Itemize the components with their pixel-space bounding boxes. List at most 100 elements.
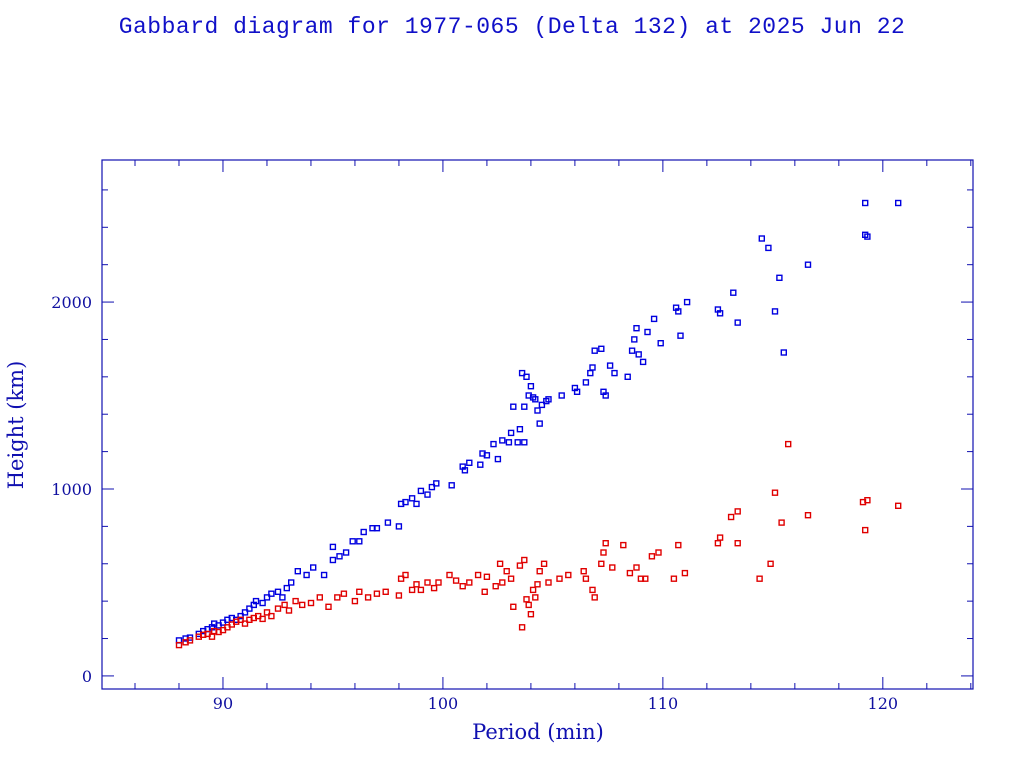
perigee-point	[356, 588, 363, 595]
apogee-point	[241, 609, 249, 616]
apogee-point	[510, 403, 517, 410]
perigee-point	[767, 560, 774, 567]
apogee-point	[336, 553, 343, 560]
perigee-point	[626, 569, 634, 577]
perigee-point	[334, 594, 341, 601]
apogee-point	[329, 556, 337, 564]
apogee-point	[413, 500, 420, 508]
apogee-point	[349, 538, 356, 545]
apogee-point	[279, 594, 286, 601]
apogee-point	[534, 407, 541, 414]
perigee-point	[435, 579, 442, 586]
apogee-point	[758, 235, 765, 242]
perigee-point	[655, 549, 662, 556]
apogee-point	[765, 244, 772, 252]
apogee-point	[675, 308, 682, 315]
apogee-point	[283, 584, 290, 592]
perigee-point	[525, 601, 532, 609]
perigee-point	[402, 571, 409, 579]
apogee-point	[395, 523, 403, 530]
perigee-point	[340, 590, 348, 597]
chart-title: Gabbard diagram for 1977-065 (Delta 132)…	[118, 14, 906, 40]
perigee-point	[714, 540, 722, 547]
perigee-point	[864, 497, 871, 504]
apogee-point	[360, 528, 367, 536]
apogee-point	[373, 525, 381, 532]
apogee-point	[624, 373, 631, 380]
apogee-point	[683, 298, 691, 306]
perigee-point	[499, 579, 506, 586]
perigee-point	[734, 508, 741, 515]
perigee-point	[785, 440, 792, 448]
perigee-point	[600, 549, 607, 556]
perigee-point	[523, 596, 530, 603]
perigee-point	[452, 577, 460, 584]
apogee-point	[573, 388, 581, 395]
apogee-point	[483, 452, 491, 459]
perigee-point	[474, 571, 482, 579]
perigee-point	[609, 564, 616, 571]
apogee-point	[268, 590, 275, 597]
perigee-point	[483, 573, 491, 580]
perigee-point	[395, 592, 403, 599]
apogee-point	[545, 396, 552, 403]
apogee-point	[716, 310, 724, 317]
apogee-point	[274, 588, 282, 595]
apogee-point	[862, 199, 869, 207]
perigee-point	[727, 513, 735, 521]
x-axis-label: Period (min)	[472, 720, 604, 744]
perigee-point	[382, 588, 389, 595]
apogee-point	[356, 538, 363, 545]
perigee-point	[633, 564, 640, 571]
apogee-point	[461, 467, 469, 474]
series-apogee	[175, 199, 902, 644]
axis-ticks	[102, 160, 973, 689]
perigee-point	[373, 590, 381, 597]
perigee-point	[521, 556, 528, 564]
perigee-point	[536, 568, 543, 575]
apogee-point	[631, 336, 638, 343]
apogee-point	[650, 315, 658, 323]
apogee-point	[591, 347, 598, 354]
perigee-point	[648, 553, 656, 560]
perigee-point	[582, 575, 590, 582]
perigee-point	[424, 579, 431, 586]
apogee-point	[558, 392, 565, 399]
apogee-point	[384, 519, 392, 526]
perigee-point	[534, 581, 541, 588]
apogee-point	[402, 498, 409, 506]
apogee-point	[635, 351, 642, 358]
perigee-point	[459, 583, 466, 590]
perigee-point	[481, 588, 488, 595]
y-tick-label: 0	[82, 667, 92, 686]
apogee-point	[633, 325, 640, 332]
perigee-point	[175, 641, 183, 649]
apogee-point	[771, 308, 779, 315]
apogee-point	[259, 599, 266, 607]
apogee-point	[490, 440, 497, 448]
apogee-point	[606, 362, 614, 369]
apogee-point	[320, 571, 328, 579]
apogee-point	[532, 396, 539, 403]
apogee-point	[589, 364, 596, 371]
perigee-point	[510, 603, 517, 610]
x-tick-label: 110	[648, 694, 679, 713]
series-perigee	[175, 440, 902, 649]
perigee-point	[430, 584, 438, 592]
perigee-point	[351, 597, 359, 605]
apogee-point	[657, 340, 664, 347]
apogee-point	[499, 437, 506, 444]
perigee-point	[895, 502, 902, 509]
apogee-point	[329, 543, 337, 551]
apogee-point	[237, 612, 244, 620]
apogee-point	[252, 597, 260, 605]
perigee-point	[670, 575, 678, 582]
perigee-point	[446, 571, 453, 579]
perigee-point	[589, 586, 596, 594]
perigee-point	[364, 594, 372, 601]
perigee-point	[417, 586, 425, 594]
perigee-point	[591, 594, 598, 601]
apogee-point	[536, 420, 543, 427]
perigee-point	[274, 605, 282, 612]
perigee-point	[413, 581, 420, 588]
